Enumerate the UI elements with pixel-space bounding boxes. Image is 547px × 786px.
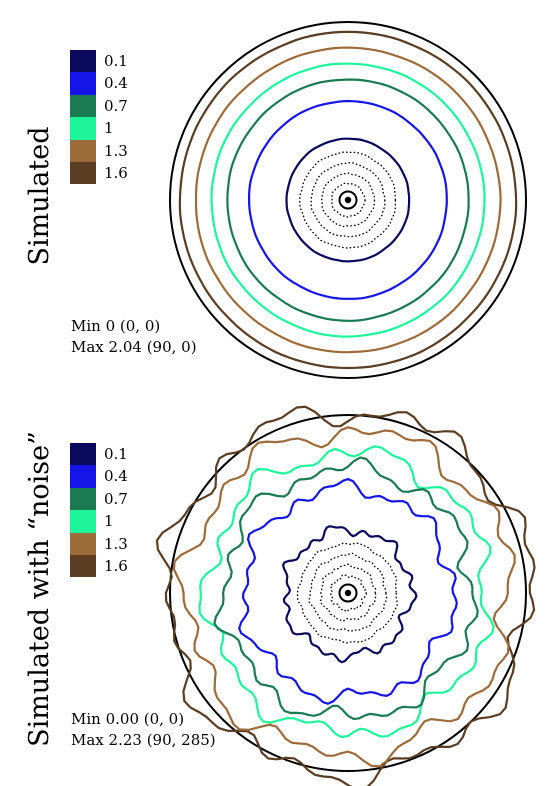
- contour-minor: [319, 563, 377, 622]
- contour-minor: [299, 151, 397, 249]
- contour-1: [198, 445, 495, 739]
- min-text: Min 0.00 (0, 0): [71, 710, 185, 728]
- legend-item: 0.7: [70, 94, 190, 118]
- legend-label: 0.1: [104, 445, 128, 463]
- legend-swatch: [70, 487, 96, 511]
- legend: 0.1 0.4 0.7 1 1.3 1.6: [70, 443, 190, 578]
- polar-plot: [169, 21, 527, 379]
- plot-panel-simulated: Simulated 0.1 0.4 0.7 1 1.3 1.6 Min 0 (0…: [24, 21, 527, 379]
- contour-0.7: [213, 456, 479, 721]
- legend-label: 1.6: [104, 163, 128, 182]
- center-ring: [338, 583, 358, 603]
- legend-item: 1.6: [70, 161, 190, 185]
- legend-swatch: [70, 72, 96, 95]
- contour-minor: [330, 182, 366, 218]
- contour-0.4: [238, 477, 458, 705]
- center-ring: [338, 190, 358, 210]
- stats: Min 0.00 (0, 0) Max 2.23 (90, 285): [71, 709, 216, 751]
- legend-swatch: [70, 50, 96, 73]
- contour-1.6: [178, 30, 518, 370]
- legend-label: 1.3: [104, 141, 128, 160]
- legend-item: 0.1: [70, 443, 190, 466]
- contour-1.3: [172, 426, 516, 768]
- center-point: [344, 196, 352, 204]
- max-text: Max 2.23 (90, 285): [71, 731, 216, 749]
- contour-minor: [308, 552, 388, 632]
- legend-swatch: [70, 161, 96, 185]
- outer-boundary: [169, 414, 527, 772]
- legend-item: 1.3: [70, 532, 190, 555]
- legend-swatch: [70, 443, 96, 466]
- legend-item: 1: [70, 117, 190, 140]
- polar-plot: [155, 405, 536, 786]
- contour-minor: [310, 162, 386, 238]
- legend-label: 1: [104, 119, 114, 138]
- legend-swatch: [70, 510, 96, 533]
- legend-item: 0.4: [70, 465, 190, 488]
- legend-label: 1: [104, 512, 114, 531]
- legend-swatch: [70, 465, 96, 488]
- contour-0.4: [248, 99, 448, 300]
- legend-swatch: [70, 532, 96, 555]
- legend-item: 1.6: [70, 554, 190, 578]
- stats: Min 0 (0, 0) Max 2.04 (90, 0): [71, 316, 197, 358]
- legend-item: 0.1: [70, 50, 190, 73]
- contour-1.6: [155, 405, 536, 786]
- max-text: Max 2.04 (90, 0): [71, 338, 197, 356]
- legend-swatch: [70, 139, 96, 162]
- legend-label: 0.1: [104, 52, 128, 70]
- legend-label: 1.3: [104, 534, 128, 553]
- center-point: [344, 589, 352, 597]
- legend-swatch: [70, 554, 96, 578]
- plot-panel-noise: Simulated with “noise” 0.1 0.4 0.7 1 1.3…: [0, 393, 547, 786]
- contour-0.1: [285, 137, 411, 263]
- outer-boundary: [169, 21, 527, 379]
- legend-label: 1.6: [104, 556, 128, 575]
- legend-label: 0.4: [104, 74, 128, 93]
- legend-item: 0.7: [70, 487, 190, 511]
- contour-0.1: [281, 525, 418, 664]
- legend: 0.1 0.4 0.7 1 1.3 1.6: [70, 50, 190, 185]
- contour-1: [210, 62, 486, 338]
- legend-label: 0.7: [104, 96, 128, 115]
- contour-0.7: [226, 78, 470, 322]
- legend-label: 0.4: [104, 467, 128, 486]
- legend-item: 0.4: [70, 72, 190, 95]
- legend-swatch: [70, 117, 96, 140]
- contour-minor: [321, 172, 376, 228]
- legend-item: 1.3: [70, 139, 190, 162]
- legend-swatch: [70, 94, 96, 118]
- contour-1.3: [194, 46, 502, 354]
- min-text: Min 0 (0, 0): [71, 317, 161, 335]
- legend-label: 0.7: [104, 489, 128, 508]
- legend-item: 1: [70, 510, 190, 533]
